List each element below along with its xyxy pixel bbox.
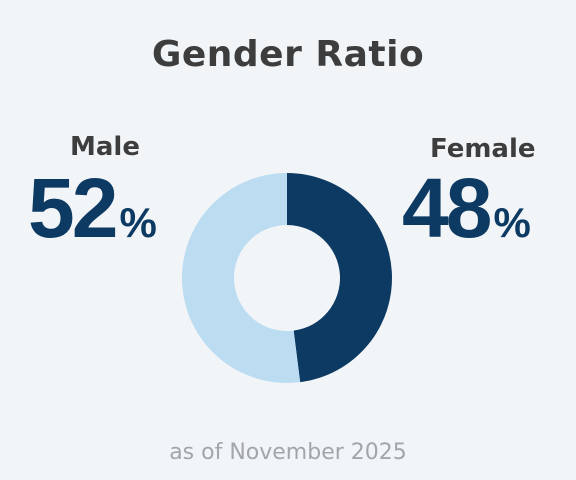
female-label: Female — [430, 134, 536, 164]
footnote: as of November 2025 — [169, 440, 407, 465]
female-value-number: 48 — [402, 161, 492, 255]
male-value-number: 52 — [28, 161, 118, 255]
male-label: Male — [70, 132, 140, 162]
donut-slice-male — [182, 173, 301, 383]
male-value-percent: % — [119, 199, 157, 246]
donut-slice-female — [287, 172, 393, 383]
male-value: 52% — [28, 160, 157, 257]
female-value-percent: % — [493, 199, 531, 246]
female-value: 48% — [402, 160, 531, 257]
chart-title: Gender Ratio — [151, 34, 425, 75]
